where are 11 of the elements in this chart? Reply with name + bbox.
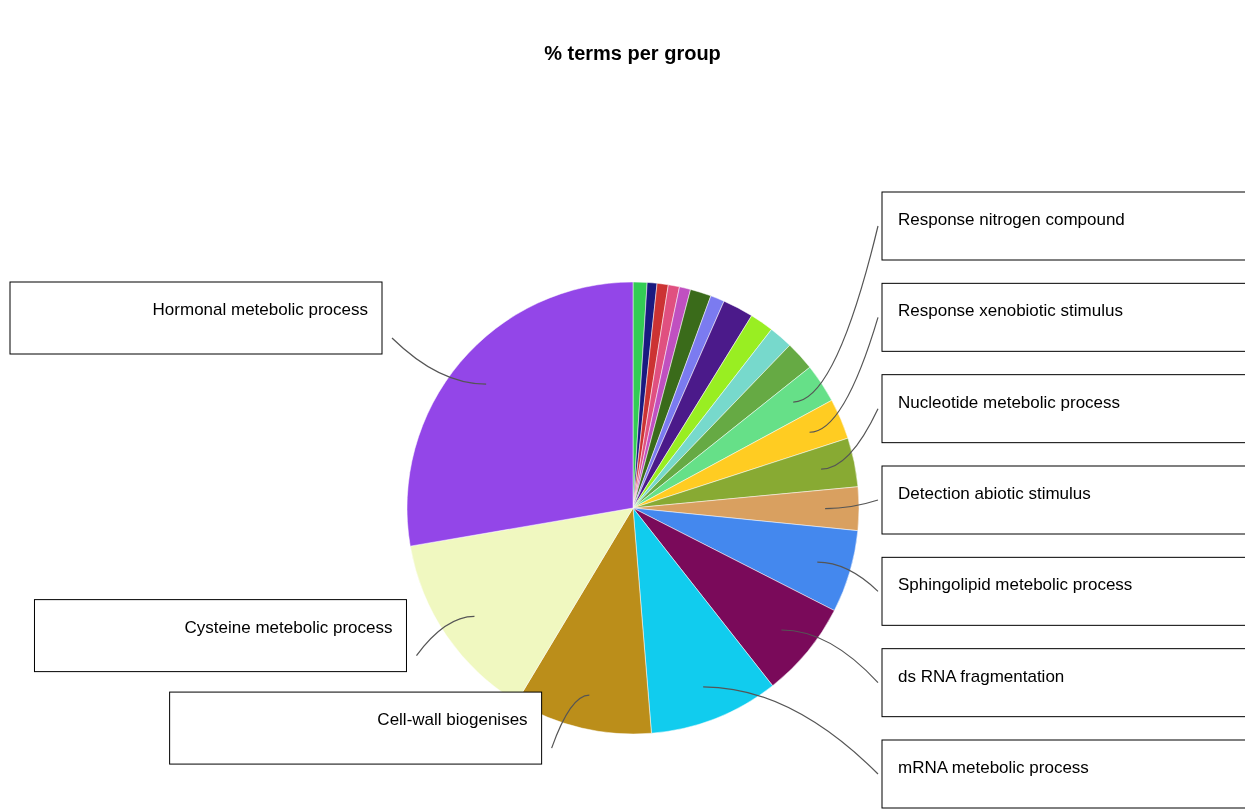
slice-label: Sphingolipid metebolic process [898, 575, 1133, 595]
slice-label: ds RNA fragmentation [898, 666, 1065, 686]
slice-label: Hormonal metebolic process [152, 300, 368, 319]
chart-title: % terms per group [544, 42, 721, 64]
slice-label: mRNA metebolic process [898, 758, 1089, 777]
slice-label: Cysteine metebolic process [184, 617, 393, 637]
slice-label: Cell-wall biogenises [377, 710, 528, 730]
slice-label: Response nitrogen compound [898, 210, 1125, 229]
slice-label: Response xenobiotic stimulus [898, 301, 1123, 321]
slice-label: Detection abiotic stimulus [898, 484, 1091, 503]
slice-label: Nucleotide metebolic process [898, 392, 1121, 412]
